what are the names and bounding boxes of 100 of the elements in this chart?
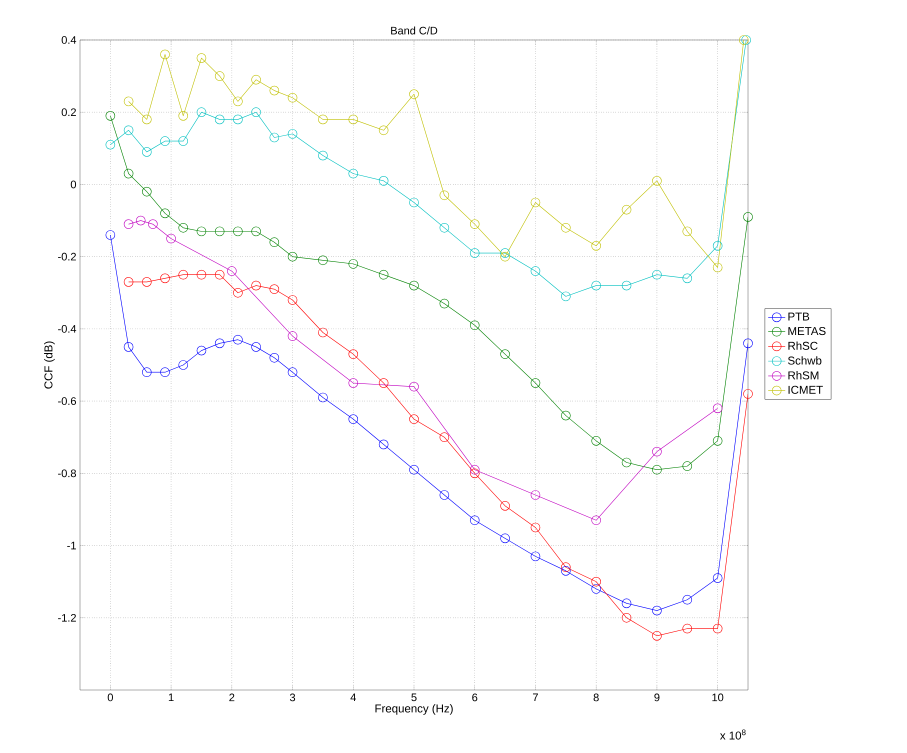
point <box>530 378 540 388</box>
point <box>124 342 134 352</box>
y-tick-label: -0.8 <box>58 469 76 478</box>
point <box>288 367 298 378</box>
point <box>142 147 152 157</box>
x-tick-label: 4 <box>350 694 356 702</box>
legend-label: RhSM <box>788 371 818 380</box>
point <box>622 612 632 623</box>
point <box>561 222 571 233</box>
point <box>652 176 662 186</box>
point <box>591 584 601 594</box>
point <box>470 515 480 526</box>
point <box>214 226 224 236</box>
point <box>743 212 753 222</box>
point <box>682 461 692 471</box>
point <box>652 631 662 641</box>
point <box>251 342 261 352</box>
point <box>160 208 170 218</box>
point <box>409 89 419 99</box>
point <box>160 50 170 60</box>
point <box>251 280 261 290</box>
point <box>652 270 662 280</box>
point <box>318 392 328 402</box>
point <box>591 515 601 526</box>
point <box>160 274 170 284</box>
x-tick-label: 9 <box>654 694 660 702</box>
point <box>288 252 298 262</box>
point <box>348 414 358 424</box>
point <box>233 226 243 236</box>
x-tick-label: 0 <box>108 694 113 702</box>
y-tick-label: -1.2 <box>58 614 76 622</box>
point <box>530 490 540 500</box>
point <box>500 252 510 262</box>
x-tick-label: 7 <box>532 694 538 702</box>
point <box>270 237 280 248</box>
point <box>440 490 450 500</box>
point <box>214 338 224 348</box>
point <box>166 234 176 244</box>
x-tick-label: 8 <box>594 694 599 702</box>
point <box>124 219 134 229</box>
point <box>178 111 188 121</box>
point <box>440 432 450 442</box>
point <box>288 331 298 341</box>
point <box>409 414 419 424</box>
point <box>233 96 243 106</box>
legend-label: ICMET <box>788 386 823 394</box>
point <box>378 378 388 388</box>
point <box>652 606 662 616</box>
point <box>106 140 116 150</box>
point <box>142 277 152 287</box>
point <box>682 624 692 634</box>
point <box>591 241 601 251</box>
point <box>106 111 116 121</box>
legend-label: METAS <box>788 326 826 336</box>
point <box>378 125 388 136</box>
point <box>196 107 206 118</box>
point <box>409 280 419 290</box>
x-tick-label: 1 <box>168 694 174 702</box>
point <box>712 404 722 414</box>
point <box>270 86 280 96</box>
point <box>142 367 152 378</box>
y-tick-label: 0.2 <box>62 108 76 116</box>
point <box>348 378 358 388</box>
point <box>348 114 358 124</box>
point <box>196 270 206 280</box>
point <box>409 464 419 475</box>
point <box>160 367 170 378</box>
point <box>682 226 692 236</box>
point <box>348 349 358 359</box>
point <box>409 382 419 392</box>
point <box>561 562 571 572</box>
point <box>712 624 722 634</box>
point <box>682 594 692 605</box>
y-tick-label: -0.2 <box>58 252 76 261</box>
point <box>378 440 388 450</box>
point <box>591 280 601 290</box>
point <box>500 248 510 258</box>
point <box>196 346 206 356</box>
point <box>470 219 480 229</box>
point <box>270 284 280 294</box>
point <box>318 114 328 124</box>
point <box>530 198 540 208</box>
point <box>124 96 134 106</box>
point <box>124 125 134 136</box>
point <box>561 410 571 420</box>
point <box>251 226 261 236</box>
point <box>712 241 722 251</box>
y-tick-label: -1 <box>67 542 76 550</box>
chart-title: Band C/D <box>391 26 438 34</box>
point <box>142 186 152 196</box>
point <box>318 328 328 338</box>
point <box>142 114 152 124</box>
point <box>270 352 280 363</box>
legend-label: PTB <box>788 312 810 320</box>
point <box>712 573 722 583</box>
point <box>251 74 261 85</box>
point <box>178 222 188 233</box>
point <box>652 464 662 475</box>
x-tick-label: 6 <box>472 694 478 702</box>
point <box>214 114 224 124</box>
